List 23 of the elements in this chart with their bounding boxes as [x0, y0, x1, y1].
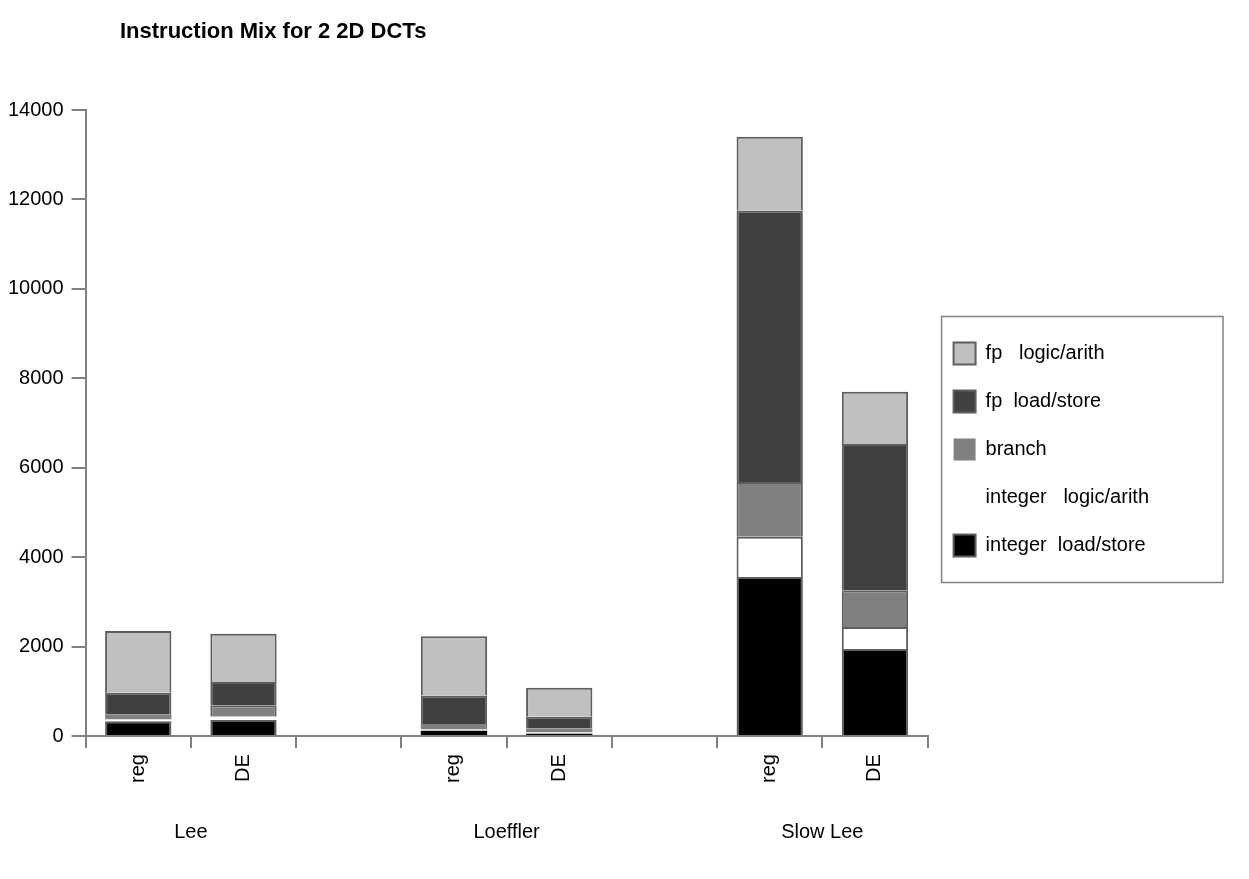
x-tick-label: reg — [441, 754, 464, 783]
y-tick-label: 0 — [52, 723, 64, 746]
legend-label: fp load/store — [985, 389, 1102, 412]
y-tick-label: 8000 — [19, 365, 64, 388]
y-tick-label: 4000 — [19, 544, 64, 567]
y-tick-label: 10000 — [7, 276, 64, 299]
x-tick-label: reg — [125, 754, 148, 783]
legend-label: integer load/store — [985, 533, 1146, 556]
legend-label: fp logic/arith — [985, 341, 1105, 364]
text: Lee — [174, 820, 208, 843]
y-tick-label: 14000 — [7, 97, 64, 120]
x-tick-label: reg — [757, 754, 780, 783]
x-tick-label: DE — [231, 754, 253, 782]
text: Slow Lee — [781, 820, 864, 843]
chart-title: Instruction Mix for 2 2D DCTs — [120, 18, 427, 44]
x-tick-label: DE — [862, 754, 885, 782]
text: integer logic/arith — [985, 485, 1149, 508]
text: Loeffler — [473, 820, 540, 843]
x-tick-label: DE — [546, 754, 569, 782]
legend-label: branch — [985, 437, 1047, 460]
y-tick-label: 6000 — [19, 455, 64, 478]
y-tick-label: 12000 — [7, 186, 64, 209]
y-tick-label: 2000 — [19, 634, 64, 657]
